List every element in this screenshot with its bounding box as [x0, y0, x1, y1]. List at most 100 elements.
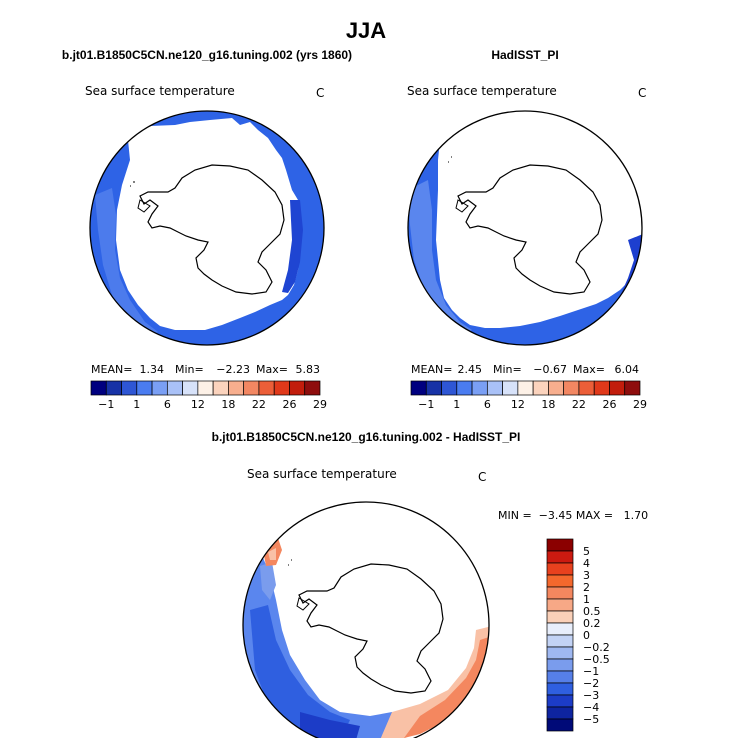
panel1-colorbar-box: [243, 380, 260, 396]
panel3-colorbar-box: [546, 610, 574, 624]
panel3-minmax: MIN = −3.45 MAX = 1.70: [498, 509, 648, 522]
panel3-colorbar: [546, 538, 574, 732]
panel3-colorbar-label: 4: [583, 557, 590, 570]
panel1-colorbar-box: [90, 380, 107, 396]
panel1-colorbar-label: −1: [98, 398, 114, 411]
panel3-colorbar-label: −4: [583, 701, 599, 714]
panel1-min-label: Min=: [175, 363, 204, 376]
panel2-colorbar-box: [563, 380, 580, 396]
panel2-subtitle: HadISST_PI: [491, 48, 558, 62]
panel2-colorbar-box: [410, 380, 427, 396]
panel3-colorbar-box: [546, 598, 574, 612]
panel1-subtitle: b.jt01.B1850C5CN.ne120_g16.tuning.002 (y…: [62, 48, 352, 62]
panel3-colorbar-label: 0: [583, 629, 590, 642]
panel2-colorbar-label: 18: [541, 398, 555, 411]
panel1-colorbar-label: 26: [282, 398, 296, 411]
panel3-colorbar-box: [546, 562, 574, 576]
map-model-border: [89, 110, 325, 346]
panel1-mean-value: 1.34: [140, 363, 165, 376]
panel1-colorbar-box: [151, 380, 168, 396]
panel1-colorbar-box: [289, 380, 306, 396]
panel2-mean-value: 2.45: [458, 363, 483, 376]
map-difference: [242, 501, 490, 738]
panel2-colorbar-label: 22: [572, 398, 586, 411]
panel1-units: C: [316, 86, 324, 100]
panel1-mean-label: MEAN=: [91, 363, 132, 376]
panel1-colorbar-box: [258, 380, 275, 396]
panel2-units: C: [638, 86, 646, 100]
panel2-min-value: −0.67: [533, 363, 567, 376]
panel2-stats: MEAN= 2.45 Min= −0.67 Max= 6.04: [411, 363, 639, 376]
panel2-colorbar-label: 26: [602, 398, 616, 411]
panel2-colorbar-box: [517, 380, 534, 396]
panel3-colorbar-label: −0.2: [583, 641, 610, 654]
panel3-colorbar-box: [546, 694, 574, 708]
panel1-colorbar-label: 1: [133, 398, 140, 411]
panel1-colorbar-box: [166, 380, 183, 396]
panel3-colorbar-box: [546, 646, 574, 660]
panel2-mean-label: MEAN=: [411, 363, 452, 376]
panel1-colorbar-box: [212, 380, 229, 396]
map-difference-border: [242, 501, 490, 738]
panel2-colorbar-box: [578, 380, 595, 396]
panel2-colorbar-box: [425, 380, 442, 396]
panel3-colorbar-box: [546, 658, 574, 672]
panel2-colorbar-box: [502, 380, 519, 396]
panel2-max-value: 6.04: [615, 363, 640, 376]
panel3-colorbar-label: −3: [583, 689, 599, 702]
panel1-variable: Sea surface temperature: [85, 84, 235, 98]
panel3-units: C: [478, 470, 486, 484]
panel2-colorbar-box: [548, 380, 565, 396]
panel1-colorbar-label: 29: [313, 398, 327, 411]
panel3-colorbar-box: [546, 634, 574, 648]
map-difference-ocean: [243, 538, 489, 738]
map-model: [89, 110, 325, 346]
panel3-colorbar-box: [546, 622, 574, 636]
panel3-colorbar-label: −0.5: [583, 653, 610, 666]
panel3-colorbar-box: [546, 538, 574, 552]
panel1-colorbar-label: 12: [191, 398, 205, 411]
panel3-colorbar-box: [546, 550, 574, 564]
panel1-colorbar-box: [273, 380, 290, 396]
panel1-max-value: 5.83: [296, 363, 321, 376]
panel3-variable: Sea surface temperature: [247, 467, 397, 481]
panel3-colorbar-label: −1: [583, 665, 599, 678]
panel1-colorbar-box: [228, 380, 245, 396]
panel3-colorbar-label: −2: [583, 677, 599, 690]
panel3-colorbar-box: [546, 670, 574, 684]
panel1-colorbar-label: 6: [164, 398, 171, 411]
panel2-colorbar-label: 1: [453, 398, 460, 411]
panel1-colorbar-labels: −1 1 6 12 18 22 26 29: [98, 398, 327, 411]
panel1-colorbar-box: [197, 380, 214, 396]
panel1-colorbar-box: [105, 380, 122, 396]
panel3-colorbar-label: −5: [583, 713, 599, 726]
panel3-subtitle: b.jt01.B1850C5CN.ne120_g16.tuning.002 - …: [212, 430, 521, 444]
panel2-variable: Sea surface temperature: [407, 84, 557, 98]
panel1-max-label: Max=: [256, 363, 288, 376]
panel1-colorbar-box: [121, 380, 138, 396]
panel2-colorbar-box: [471, 380, 488, 396]
panel1-colorbar: [90, 380, 321, 396]
panel2-colorbar-label: 12: [511, 398, 525, 411]
panel2-max-label: Max=: [573, 363, 605, 376]
panel3-colorbar-label: 1: [583, 593, 590, 606]
panel2-colorbar-box: [486, 380, 503, 396]
panel2-colorbar-box: [532, 380, 549, 396]
panel3-colorbar-box: [546, 682, 574, 696]
panel3-colorbar-label: 3: [583, 569, 590, 582]
panel2-colorbar-label: 29: [633, 398, 647, 411]
panel2-colorbar-box: [609, 380, 626, 396]
panel2-min-label: Min=: [493, 363, 522, 376]
panel2-colorbar-label: 6: [484, 398, 491, 411]
panel1-stats: MEAN= 1.34 Min= −2.23 Max= 5.83: [91, 363, 320, 376]
map-obs-border: [407, 110, 643, 346]
panel1-colorbar-box: [182, 380, 199, 396]
panel3-colorbar-box: [546, 586, 574, 600]
panel2-colorbar-box: [593, 380, 610, 396]
panel3-colorbar-box: [546, 718, 574, 732]
panel2-colorbar-labels: −1 1 6 12 18 22 26 29: [418, 398, 647, 411]
panel1-colorbar-box: [304, 380, 321, 396]
panel3-colorbar-label: 0.2: [583, 617, 601, 630]
